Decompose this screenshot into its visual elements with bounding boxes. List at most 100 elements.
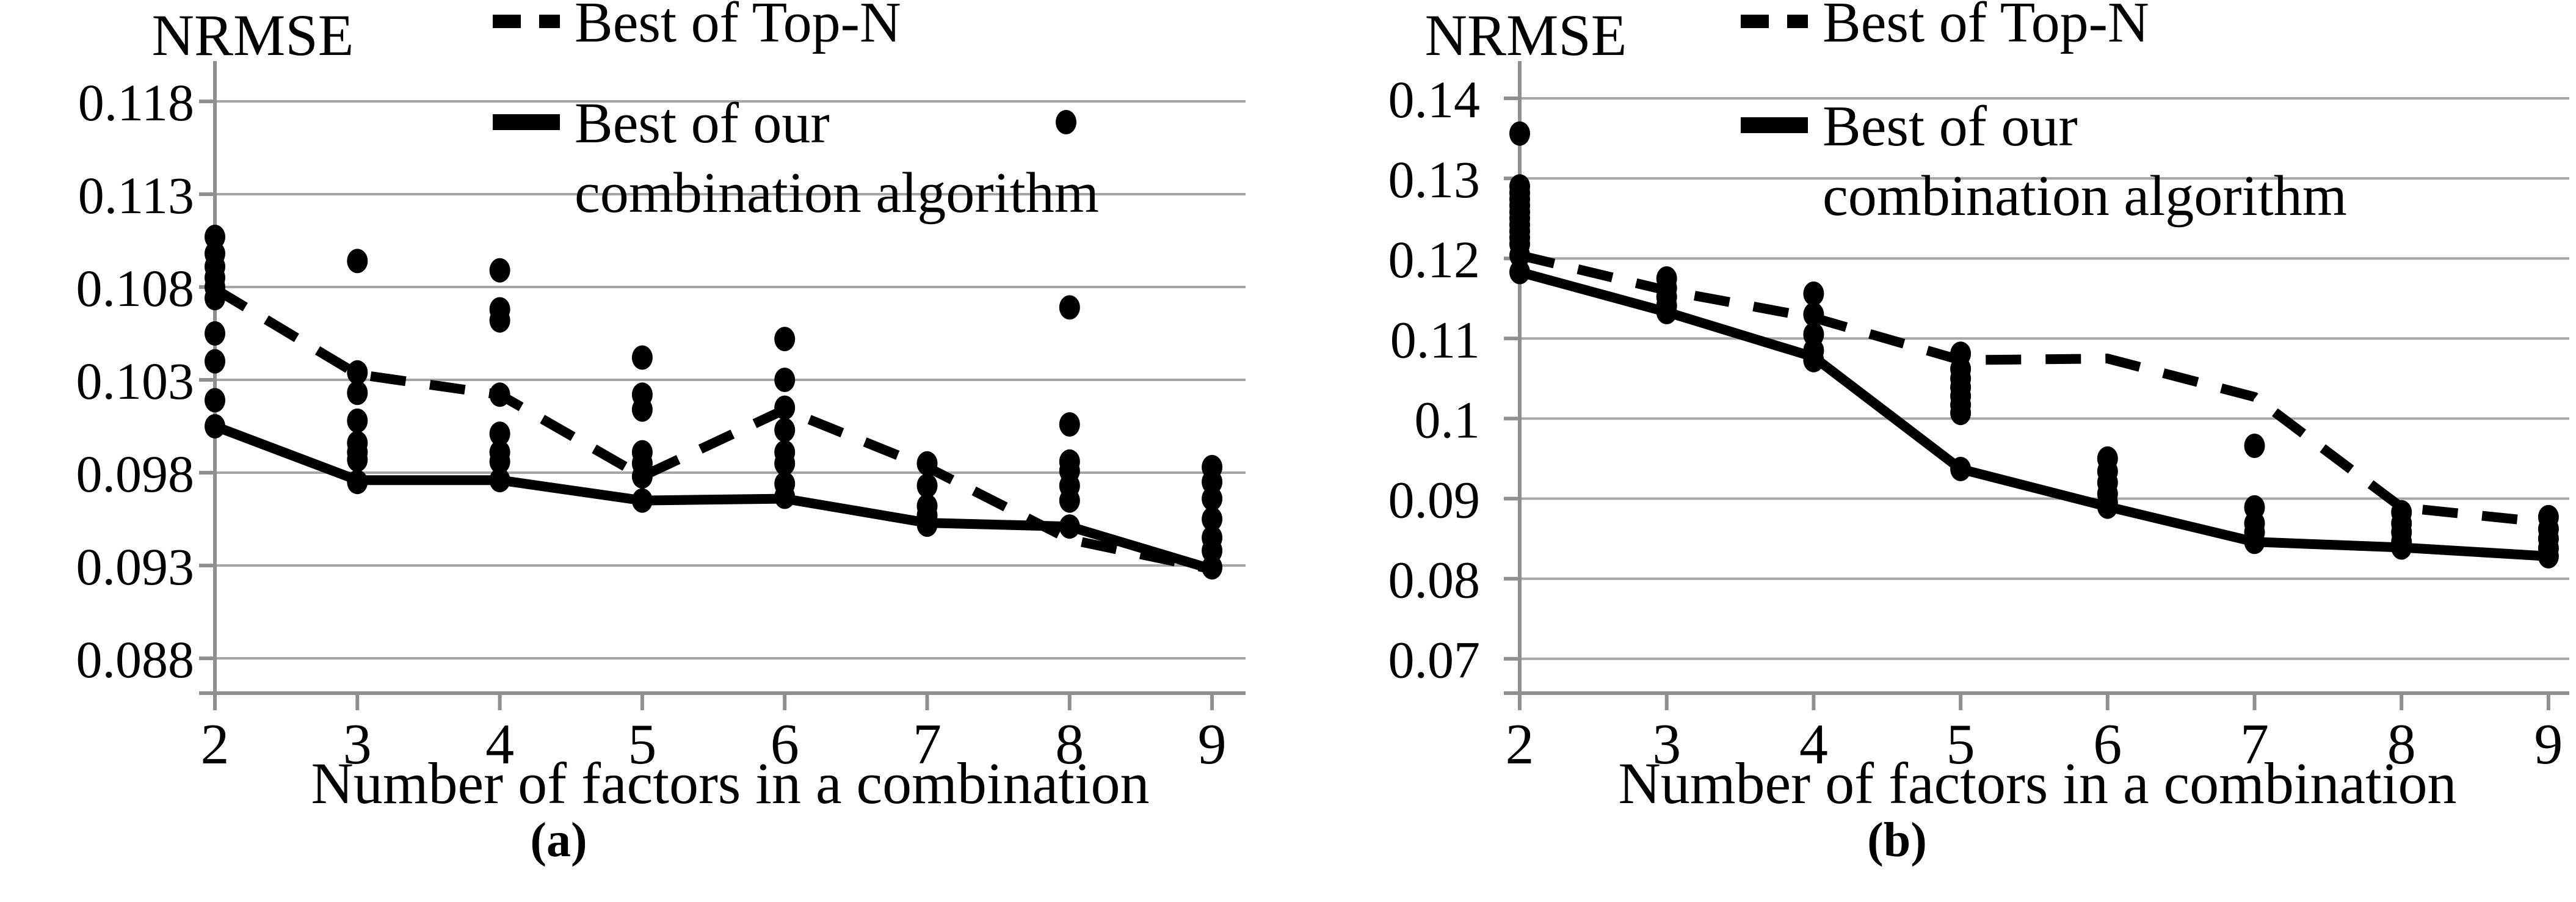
y-tick-label: 0.13 — [1388, 150, 1481, 209]
scatter-point — [1059, 295, 1080, 320]
x-tick-label: 4 — [485, 713, 514, 776]
scatter-point — [347, 408, 368, 433]
scatter-point — [1202, 470, 1223, 495]
x-tick-label: 5 — [628, 713, 656, 776]
scatter-point — [347, 470, 368, 495]
scatter-point — [1950, 401, 1972, 426]
y-tick-label: 0.08 — [1388, 551, 1481, 609]
y-tick-label: 0.108 — [76, 259, 195, 318]
scatter-point — [774, 395, 796, 420]
scatter-point — [489, 468, 510, 493]
scatter-point — [1059, 488, 1080, 513]
x-tick-label: 8 — [2387, 713, 2416, 776]
scatter-point — [1803, 302, 1824, 327]
x-tick-label: 6 — [2093, 713, 2122, 776]
scatter-point — [489, 308, 510, 333]
scatter-point — [774, 368, 796, 392]
y-tick-label: 0.07 — [1388, 631, 1481, 689]
scatter-point — [205, 414, 225, 438]
legend-dashed-label: Best of Top-N — [575, 0, 901, 54]
scatter-point — [774, 418, 796, 443]
scatter-point — [347, 447, 368, 472]
scatter-point — [774, 451, 796, 476]
y-tick-label: 0.12 — [1388, 230, 1481, 289]
scatter-point — [1202, 507, 1223, 531]
chart-b-xlabel: Number of factors in a combination — [1619, 751, 2457, 816]
scatter-point — [1202, 486, 1223, 511]
scatter-point — [1803, 347, 1824, 373]
x-tick-label: 2 — [201, 713, 230, 776]
scatter-point — [1656, 300, 1677, 324]
scatter-point — [205, 349, 225, 374]
dashed-series-line — [1518, 250, 2549, 528]
y-tick-label: 0.093 — [76, 537, 195, 596]
x-tick-label: 7 — [2240, 713, 2269, 776]
y-tick-label: 0.11 — [1390, 310, 1480, 369]
chart-b-caption: (b) — [1867, 813, 1927, 867]
scatter-point — [1950, 457, 1972, 481]
x-tick-label: 2 — [1506, 713, 1534, 776]
chart-a-title: NRMSE — [152, 2, 354, 68]
scatter-point — [916, 512, 938, 537]
y-tick-label: 0.098 — [76, 445, 195, 503]
legend-solid-label-line1: Best of our — [1823, 95, 2078, 158]
scatter-point — [347, 249, 368, 274]
y-tick-label: 0.103 — [76, 352, 195, 410]
scatter-point — [774, 327, 796, 352]
scatter-point — [1509, 121, 1530, 146]
solid-series-line — [1518, 267, 2549, 561]
legend-solid-label-line2: combination algorithm — [1823, 164, 2347, 228]
y-tick-label: 0.088 — [76, 630, 195, 689]
scatter-point — [631, 345, 653, 370]
scatter-point — [916, 473, 938, 498]
scatter-point — [2244, 434, 2265, 458]
x-tick-label: 9 — [2534, 713, 2563, 776]
legend-solid-label-line1: Best of our — [575, 92, 830, 155]
x-tick-label: 3 — [343, 713, 372, 776]
x-tick-label: 6 — [771, 713, 799, 776]
scatter-point — [489, 258, 510, 283]
scatter-point — [489, 382, 510, 407]
scatter-point — [1509, 243, 1530, 267]
scatter-point — [774, 484, 796, 509]
solid-series-line — [213, 421, 1214, 574]
scatter-point — [2244, 529, 2265, 555]
scatter-point — [2538, 544, 2559, 569]
scatter-point — [631, 464, 653, 489]
x-tick-label: 5 — [1947, 713, 1975, 776]
x-tick-label: 9 — [1198, 713, 1227, 776]
scatter-point — [205, 321, 225, 346]
scatter-point — [347, 360, 368, 385]
scatter-point — [1509, 260, 1530, 285]
chart-a-caption: (a) — [530, 813, 587, 867]
y-tick-label: 0.14 — [1388, 70, 1481, 129]
legend-scatter-dot-icon — [1056, 110, 1076, 134]
legend-solid-label-line2: combination algorithm — [575, 161, 1099, 225]
y-tick-label: 0.118 — [78, 73, 194, 132]
legend-dashed-label: Best of Top-N — [1823, 0, 2149, 54]
scatter-point — [631, 488, 653, 513]
y-tick-label: 0.1 — [1415, 390, 1481, 449]
scatter-point — [1059, 514, 1080, 539]
scatter-point — [1803, 281, 1824, 306]
scatter-point — [205, 286, 225, 311]
scatter-point — [205, 224, 225, 249]
x-tick-label: 3 — [1652, 713, 1681, 776]
x-tick-label: 7 — [913, 713, 942, 776]
scatter-point — [1059, 412, 1080, 437]
y-tick-label: 0.113 — [78, 166, 194, 225]
x-tick-label: 4 — [1799, 713, 1828, 776]
scatter-point — [2097, 494, 2118, 519]
y-tick-label: 0.09 — [1388, 471, 1481, 529]
plot-layer-b: 0.14 0.13 0.12 0.11 0.1 0.09 0.08 0.07 2 3 4 5 6 7 8 9 — [1388, 61, 2569, 776]
chart-a-xlabel: Number of factors in a combination — [311, 751, 1150, 816]
scatter-point — [205, 388, 225, 413]
scatter-point — [631, 397, 653, 422]
scatter-point — [489, 449, 510, 474]
chart-b: 0.140.130.120.110.10.090.080.072 3 4 5 6 7 8 9 … — [1388, 0, 2569, 867]
scatter-point — [1202, 555, 1223, 580]
x-tick-label: 8 — [1055, 713, 1084, 776]
